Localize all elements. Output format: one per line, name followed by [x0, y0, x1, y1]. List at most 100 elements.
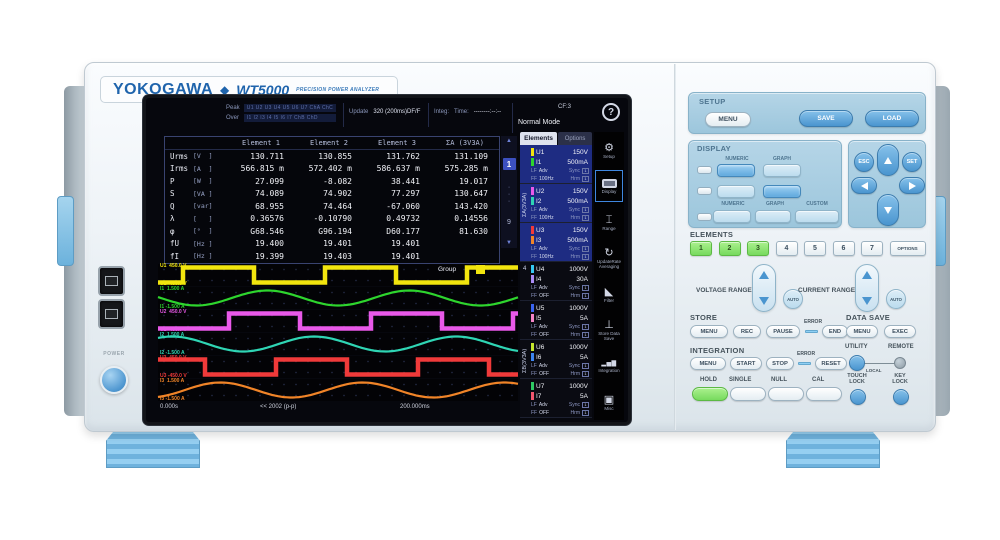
- element-channel-5[interactable]: U5 1000V I5 5A LF Adv Sync 1 FF OFF Hrm 1: [520, 301, 592, 340]
- sync-source-chip: 1: [582, 207, 589, 213]
- element-buttons-row: 1 2 3 4 5 6 7 OPTIONS: [690, 241, 926, 256]
- voltage-name: U5: [536, 304, 545, 312]
- single-button[interactable]: [730, 387, 766, 401]
- cell-value: -8.082: [323, 176, 352, 186]
- waveform-lane-u3: U3 450.0 V U3 -450.0 V: [158, 355, 518, 379]
- usb-port-1: [98, 266, 125, 296]
- element-setting-line: LF Adv Sync 1: [531, 401, 590, 409]
- arrow-right-button[interactable]: [899, 177, 925, 194]
- hold-button[interactable]: [692, 387, 728, 401]
- tab-options[interactable]: Options: [558, 132, 592, 145]
- sync-label: Sync: [568, 207, 580, 213]
- store-menu-button[interactable]: MENU: [690, 325, 728, 338]
- current-range-rocker[interactable]: [855, 264, 879, 312]
- cell-value: -0.10790: [313, 214, 352, 224]
- sidebar-setup[interactable]: ⚙ Setup: [594, 132, 624, 168]
- power-button[interactable]: [100, 366, 128, 394]
- graph-display-button-1[interactable]: [763, 164, 801, 177]
- data-save-menu-button[interactable]: MENU: [846, 325, 878, 338]
- integration-reset-button[interactable]: RESET: [815, 357, 847, 370]
- element-button-7[interactable]: 7: [861, 241, 883, 256]
- row-name: Irms: [170, 164, 189, 174]
- utility-button[interactable]: [849, 355, 865, 371]
- custom-label: CUSTOM: [806, 201, 828, 207]
- set-button[interactable]: SET: [902, 152, 922, 172]
- numeric-display-button-2[interactable]: [717, 185, 755, 198]
- cell-value: 74.902: [323, 189, 352, 199]
- page-down-icon[interactable]: ▼: [506, 240, 512, 246]
- sidebar-update-rate-averaging[interactable]: ↻ UpdateRate Averaging: [594, 240, 624, 276]
- null-button[interactable]: [768, 387, 804, 401]
- key-lock-button[interactable]: [893, 389, 909, 405]
- element-button-2[interactable]: 2: [718, 241, 741, 256]
- element-button-4[interactable]: 4: [775, 241, 798, 256]
- element-button-6[interactable]: 6: [832, 241, 855, 256]
- current-range-value: 500mA: [567, 197, 588, 205]
- power-label: POWER: [103, 351, 125, 357]
- row-unit: [var]: [193, 202, 213, 211]
- cell-value: 19.401: [391, 251, 420, 261]
- freq-filter-value: 100Hz: [539, 176, 554, 182]
- integration-menu-button[interactable]: MENU: [690, 357, 726, 370]
- touch-lock-button[interactable]: [850, 389, 866, 405]
- element-channel-4[interactable]: U4 1000V I4 30A LF Adv Sync 1 FF OFF Hrm 1: [520, 262, 592, 301]
- custom-display-button[interactable]: [795, 210, 839, 223]
- element-button-5[interactable]: 5: [804, 241, 826, 256]
- voltage-auto-button[interactable]: AUTO: [783, 289, 803, 309]
- sidebar-integration[interactable]: ▂▅▇ Integration: [594, 348, 624, 384]
- integration-start-button[interactable]: START: [730, 357, 762, 370]
- tab-elements[interactable]: Elements: [520, 132, 558, 145]
- sidebar-range[interactable]: ⌶ Range: [594, 204, 624, 240]
- touchscreen[interactable]: Peak U1 U2 U3 U4 U5 U6 U7 ChA ChC Over I…: [146, 98, 628, 422]
- harmonics-label: Hrm: [570, 332, 580, 338]
- element-channel-1[interactable]: U1 150V I1 500mA LF Adv Sync 1 FF 100Hz Hrm 1: [520, 145, 592, 184]
- sidebar-filter[interactable]: ◣ Filter: [594, 276, 624, 312]
- integration-stop-button[interactable]: STOP: [766, 357, 794, 370]
- setup-menu-button[interactable]: MENU: [705, 112, 751, 127]
- element-channel-2[interactable]: U2 150V I2 500mA LF Adv Sync 1 FF 100Hz Hrm 1: [520, 184, 592, 223]
- model-name: WT5000: [236, 81, 290, 98]
- page-up-icon[interactable]: ▲: [506, 138, 512, 144]
- load-button[interactable]: LOAD: [865, 110, 919, 127]
- waveform-group-label: Group: [438, 266, 457, 273]
- voltage-range-rocker[interactable]: [752, 264, 776, 312]
- element-channel-6[interactable]: U6 1000V I6 5A LF Adv Sync 1 FF OFF Hrm 1: [520, 340, 592, 379]
- line-filter-value: Adv: [538, 285, 548, 291]
- harmonics-chip: 1: [582, 410, 589, 416]
- header-divider: [428, 103, 429, 127]
- last-page: 9: [507, 219, 511, 226]
- wiring-group-b-label: ΣB(3V3A): [522, 348, 528, 374]
- arrow-right-icon: [908, 181, 916, 190]
- table-header-row: Element 1 Element 2 Element 3 ΣA (3V3A): [165, 137, 499, 150]
- element-button-1[interactable]: 1: [690, 241, 712, 256]
- store-rec-button[interactable]: REC: [733, 325, 761, 338]
- touch-lock-label: TOUCH LOCK: [847, 373, 867, 385]
- store-error-label: ERROR: [804, 319, 823, 325]
- arrow-up-button[interactable]: [877, 144, 899, 176]
- element-channel-3[interactable]: U3 150V I3 500mA LF Adv Sync 1 FF 100Hz Hrm 1: [520, 223, 592, 262]
- numeric-display-button-1[interactable]: [717, 164, 755, 177]
- graph-display-button-3[interactable]: [755, 210, 791, 223]
- sidebar-misc[interactable]: ▣ Misc: [594, 384, 624, 420]
- store-end-button[interactable]: END: [822, 325, 848, 338]
- cell-value: 586.637 m: [376, 164, 420, 174]
- page-selector[interactable]: ▲ 1 · · · 9 ▼: [501, 136, 517, 248]
- element-button-3[interactable]: 3: [747, 241, 769, 256]
- save-button[interactable]: SAVE: [799, 110, 853, 127]
- sidebar-store-data-save[interactable]: ⊥ Store Data Save: [594, 312, 624, 348]
- arrow-left-button[interactable]: [851, 177, 877, 194]
- element-channel-7[interactable]: U7 1000V I7 5A LF Adv Sync 1 FF OFF Hrm 1: [520, 379, 592, 418]
- help-icon[interactable]: ?: [602, 103, 620, 121]
- cal-button[interactable]: [806, 387, 842, 401]
- current-auto-button[interactable]: AUTO: [886, 289, 906, 309]
- store-pause-button[interactable]: PAUSE: [766, 325, 800, 338]
- sidebar-display[interactable]: Display: [594, 168, 624, 204]
- data-save-exec-button[interactable]: EXEC: [884, 325, 916, 338]
- graph-display-button-2[interactable]: [763, 185, 801, 198]
- arrow-down-button[interactable]: [877, 194, 899, 226]
- esc-button[interactable]: ESC: [854, 152, 874, 172]
- option-button[interactable]: OPTIONS: [889, 241, 926, 256]
- usb-port-2: [98, 299, 125, 329]
- current-name: I2: [536, 197, 542, 205]
- numeric-display-button-3[interactable]: [713, 210, 751, 223]
